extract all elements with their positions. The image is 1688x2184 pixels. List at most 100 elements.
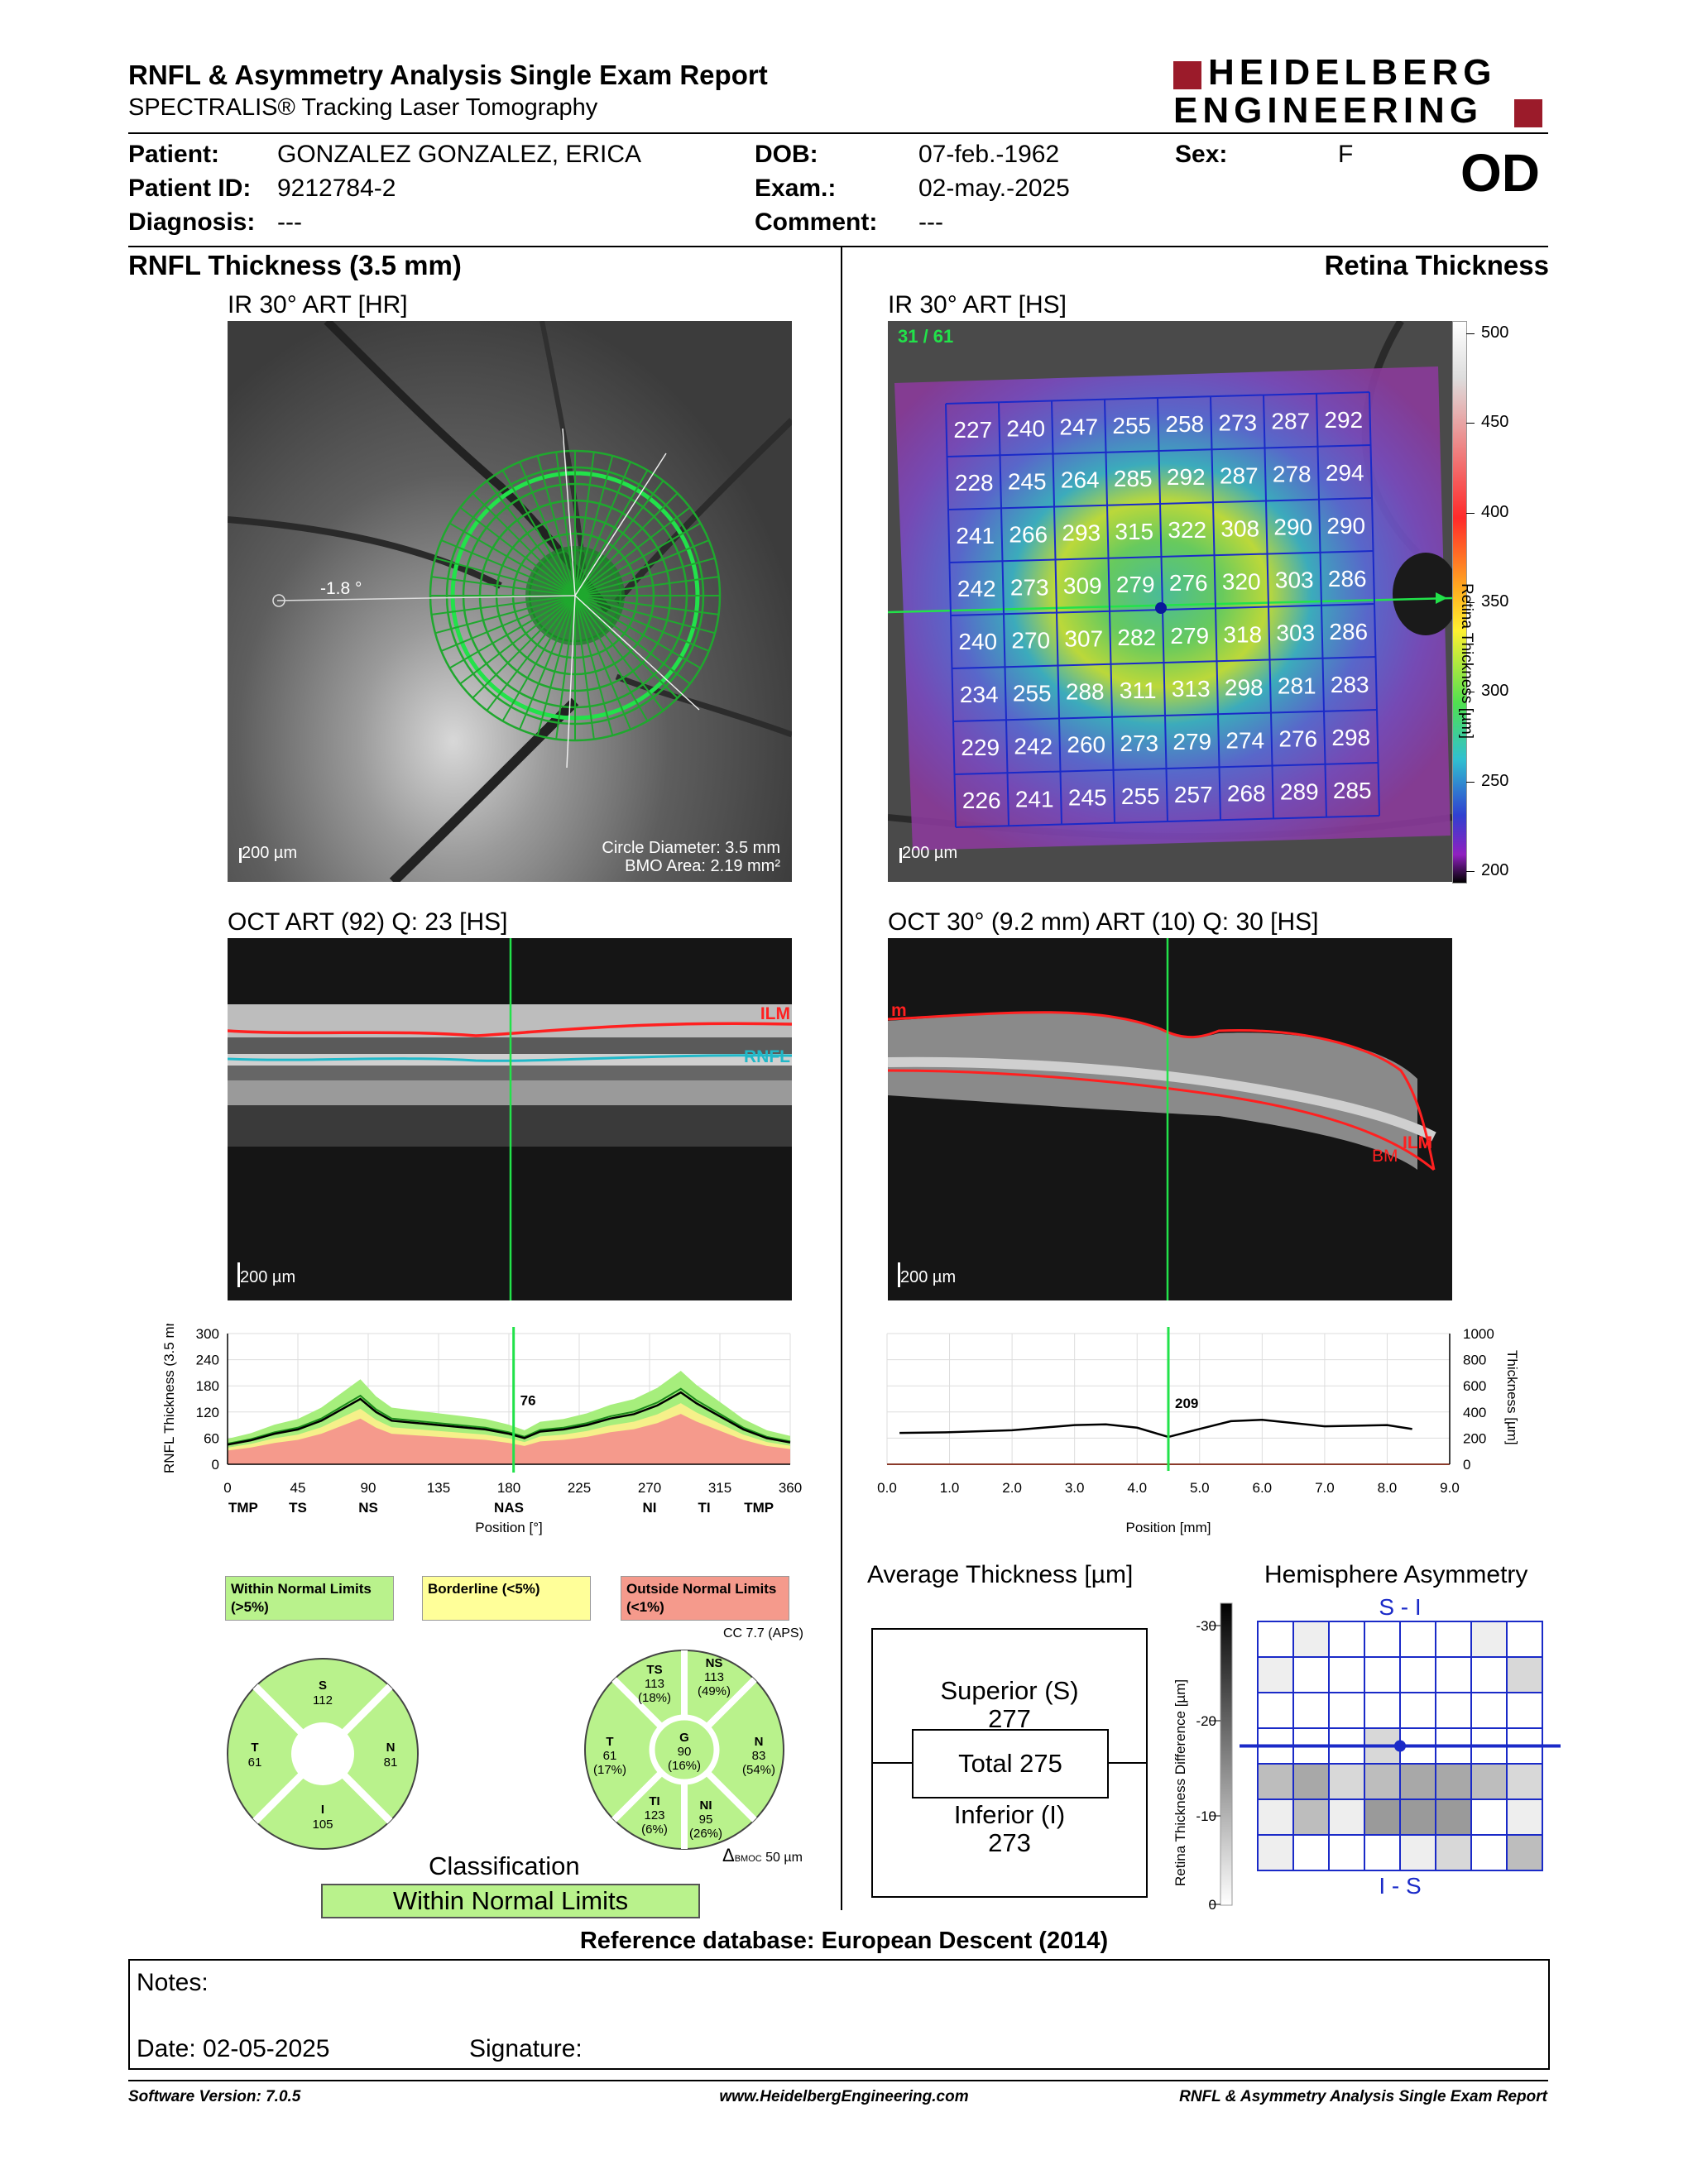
dob-label: DOB: — [755, 141, 818, 168]
thickness-value: 257 — [1174, 782, 1213, 807]
sector-text: 61 — [603, 1749, 617, 1763]
colorbar-tick: 200 — [1481, 861, 1509, 879]
asym-cell — [1470, 1798, 1508, 1836]
patient-id: 9212784-2 — [277, 175, 396, 202]
ir-angle-label: -1.8 ° — [320, 579, 362, 598]
y-tick-label: 0 — [212, 1457, 219, 1473]
spoke-line — [431, 595, 576, 615]
thickness-value: 282 — [1117, 625, 1156, 650]
y-tick-label: 200 — [1463, 1430, 1486, 1446]
notes-box[interactable]: Notes: Date: 02-05-2025 Signature: — [128, 1959, 1550, 2070]
spoke-line — [440, 595, 576, 652]
classification-title: Classification — [429, 1851, 580, 1880]
spoke-line — [472, 595, 576, 699]
region-label: TS — [289, 1500, 307, 1516]
spoke-line — [574, 595, 679, 699]
onh-spokes — [430, 451, 720, 740]
x-tick-label: 2.0 — [1002, 1480, 1022, 1496]
legend-borderline-text: Borderline (<5%) — [428, 1581, 540, 1597]
thickness-value: 240 — [958, 629, 997, 654]
thickness-value: 287 — [1220, 462, 1259, 488]
colorbar-tick-mark — [1466, 602, 1475, 603]
colorbar-tick: 450 — [1481, 413, 1509, 432]
sector-text: 90 — [678, 1745, 692, 1759]
spoke-line — [574, 455, 614, 596]
quadrant-divider — [252, 1684, 307, 1738]
rnfl-section-title: RNFL Thickness (3.5 mm) — [128, 250, 462, 280]
grid-line-h — [955, 815, 1380, 828]
thickness-value: 307 — [1064, 626, 1103, 652]
x-tick-label: 7.0 — [1315, 1480, 1335, 1496]
thickness-value: 285 — [1333, 778, 1372, 803]
ilm-label-left: ILM — [760, 1004, 790, 1023]
thickness-value: 308 — [1220, 515, 1259, 541]
sector-text: 95 — [699, 1813, 713, 1827]
x-axis-label: Position [mm] — [1126, 1520, 1211, 1535]
colorbar-tick: 500 — [1481, 323, 1509, 342]
spoke-line — [536, 595, 576, 736]
thickness-value: 245 — [1068, 785, 1107, 811]
sector-text: (26%) — [689, 1827, 722, 1841]
asym-cell — [1506, 1834, 1543, 1871]
thickness-value: 273 — [1218, 410, 1257, 435]
ir-scale-right-text: 200 µm — [902, 844, 958, 862]
oct-bscan-left: ILM RNFL 200 µm — [228, 938, 792, 1300]
quadrant-divider — [338, 1770, 393, 1824]
asym-cell — [1364, 1834, 1401, 1871]
thickness-value: 318 — [1223, 621, 1262, 647]
cc-aps: CC 7.7 (APS) — [723, 1626, 803, 1640]
asym-cell — [1364, 1798, 1401, 1836]
thickness-value: 289 — [1280, 779, 1319, 805]
spoke-line — [574, 595, 649, 722]
inferior-label: Inferior (I) — [953, 1800, 1066, 1829]
heidelberg-logo: HEIDELBERG ENGINEERING — [1173, 53, 1546, 131]
spoke-line — [574, 595, 631, 730]
asym-cell — [1470, 1621, 1508, 1658]
thickness-value: 290 — [1273, 515, 1312, 540]
spoke-line — [574, 492, 679, 596]
y-tick-label: 800 — [1463, 1353, 1486, 1368]
exam-date: 02-may.-2025 — [918, 175, 1070, 202]
x-tick-label: 4.0 — [1127, 1480, 1147, 1496]
asym-cell — [1399, 1834, 1436, 1871]
logo-square-bottom — [1514, 99, 1542, 127]
spoke-line — [501, 595, 576, 722]
center-divider — [841, 247, 842, 1910]
sector-text: 113 — [704, 1670, 724, 1684]
grid-line-v — [1210, 396, 1221, 821]
spoke-line — [574, 522, 702, 596]
date-label: Date: 02-05-2025 — [137, 2035, 330, 2062]
quadrant-divider — [338, 1684, 393, 1738]
thickness-value: 276 — [1278, 726, 1317, 752]
colorbar-tick: 400 — [1481, 502, 1509, 521]
thickness-value: 293 — [1062, 520, 1101, 546]
oct-bscan-right: m BM ILM 200 µm — [888, 938, 1452, 1300]
thickness-value: 279 — [1116, 572, 1155, 597]
colorbar-label: Retina Thickness [µm] — [1458, 583, 1475, 739]
sector-text: G — [679, 1731, 689, 1745]
x-tick-label: 5.0 — [1190, 1480, 1210, 1496]
quadrant-text: 112 — [313, 1693, 333, 1707]
inferior-value: 273 — [988, 1828, 1031, 1857]
signature-label: Signature: — [469, 2035, 583, 2062]
asym-cell — [1292, 1763, 1330, 1800]
asym-cell — [1435, 1763, 1472, 1800]
thickness-value: 315 — [1115, 519, 1153, 544]
thickness-value: 234 — [960, 682, 999, 707]
asym-cell — [1506, 1656, 1543, 1693]
asym-axis-label: Retina Thickness Difference [µm] — [1172, 1679, 1188, 1886]
thickness-value: 229 — [961, 735, 1000, 760]
logo-text-bottom: ENGINEERING — [1173, 90, 1484, 131]
asym-cell — [1435, 1656, 1472, 1693]
quadrant-center — [291, 1722, 354, 1785]
spoke-line — [434, 595, 576, 635]
asym-cell — [1328, 1834, 1365, 1871]
y-axis-label: RNFL Thickness (3.5 mm) [µm] — [161, 1324, 177, 1473]
y-tick-label: 1000 — [1463, 1326, 1494, 1342]
oct-scale-right: 200 µm — [898, 1262, 956, 1287]
rnfl-line-left — [228, 1054, 792, 1062]
region-label: TI — [698, 1500, 711, 1516]
diagnosis-value: --- — [277, 208, 302, 236]
asym-cell — [1435, 1621, 1472, 1658]
